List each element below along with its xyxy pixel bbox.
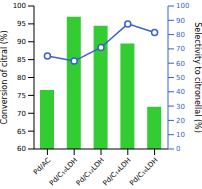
svg-text:60: 60 [17,145,26,153]
svg-text:85: 85 [17,56,26,64]
svg-text:Pd/C₁₂LDH: Pd/C₁₂LDH [74,156,106,188]
svg-text:70: 70 [17,110,26,118]
svg-text:Conversion of citral (%): Conversion of citral (%) [8,30,9,124]
svg-text:75: 75 [17,92,26,100]
svg-text:100: 100 [176,2,189,10]
svg-text:50: 50 [176,74,185,82]
svg-text:65: 65 [17,128,26,136]
svg-text:Pd/C₁₄LDH: Pd/C₁₄LDH [101,156,133,188]
svg-text:100: 100 [13,2,26,10]
svg-text:Pd/C₁₀LDH: Pd/C₁₀LDH [48,156,80,188]
svg-text:40: 40 [176,88,185,96]
svg-text:90: 90 [17,38,26,46]
svg-text:30: 30 [176,103,185,111]
svg-text:95: 95 [17,20,26,28]
svg-text:90: 90 [176,17,185,25]
svg-text:60: 60 [176,60,185,68]
svg-text:Selectivity to citronellal (%): Selectivity to citronellal (%) [193,22,194,133]
svg-text:80: 80 [17,74,26,82]
svg-text:10: 10 [176,131,185,139]
svg-text:0: 0 [176,145,180,153]
svg-text:Pd/AC: Pd/AC [32,156,52,176]
svg-text:80: 80 [176,31,185,39]
svg-text:Pd/C₁₆LDH: Pd/C₁₆LDH [128,156,159,187]
svg-text:70: 70 [176,45,185,53]
svg-text:20: 20 [176,117,185,125]
